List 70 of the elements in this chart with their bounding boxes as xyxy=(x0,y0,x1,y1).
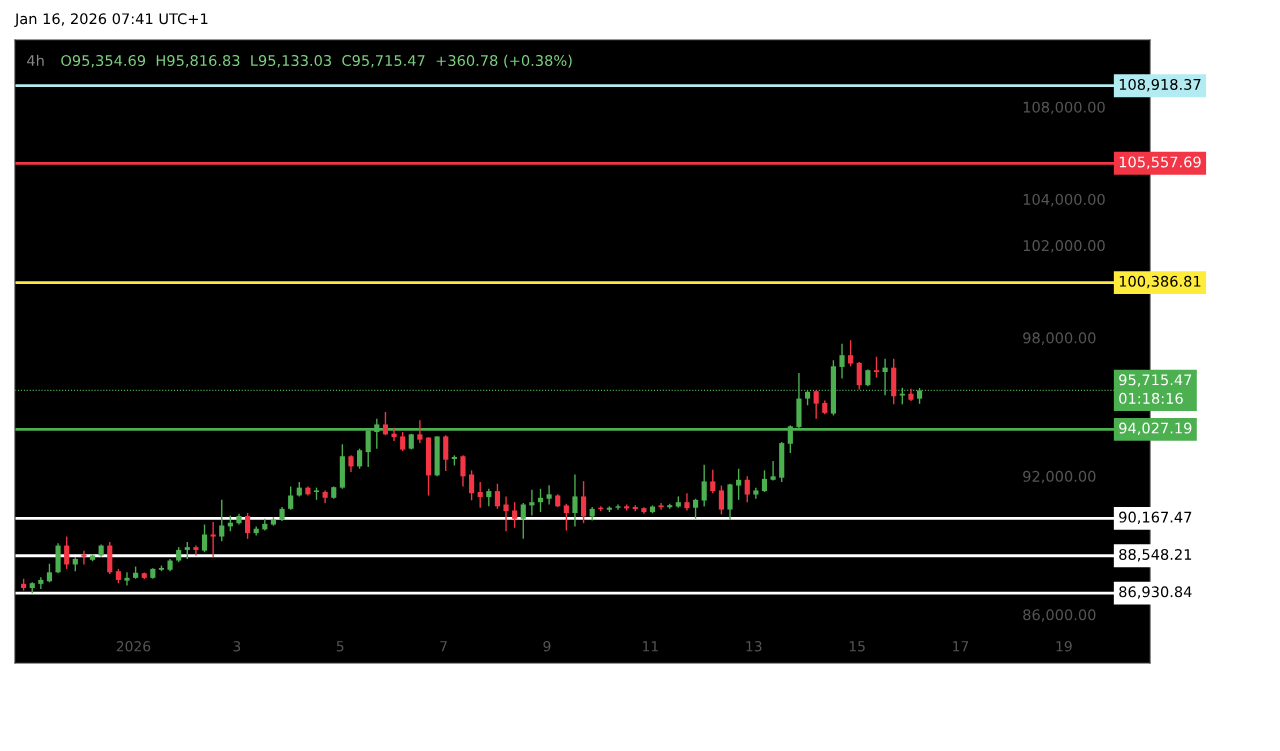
candlestick xyxy=(658,502,664,511)
x-tick-label: 15 xyxy=(849,641,865,652)
annotation: O95,354.69 H95,816.83 L95,133.03 C95,715.47 +360.78 (+0.38%) xyxy=(61,54,572,68)
candlestick xyxy=(563,503,569,532)
x-tick-label: 11 xyxy=(643,641,658,652)
candlestick xyxy=(856,361,862,391)
candlestick xyxy=(718,484,724,516)
candlestick xyxy=(81,549,87,566)
candlestick xyxy=(382,411,389,436)
x-tick-label: 2026 xyxy=(116,641,151,652)
candlestick xyxy=(813,389,819,420)
candlestick xyxy=(848,339,854,367)
candlestick xyxy=(38,576,44,590)
candlestick xyxy=(580,480,587,524)
candlestick xyxy=(201,523,208,553)
x-tick-label: 7 xyxy=(440,641,447,652)
x-tick-label: 19 xyxy=(1056,641,1072,652)
candlestick xyxy=(873,356,880,379)
candlestick xyxy=(460,454,466,488)
candlestick xyxy=(357,447,363,470)
y-tick-label: 102,000.00 xyxy=(1023,240,1105,253)
ref-line-label: 95,715.47 01:18:16 xyxy=(1119,374,1192,404)
candlestick xyxy=(477,481,483,509)
text: 4h xyxy=(27,54,44,66)
x-tick-label: 3 xyxy=(233,641,241,652)
ref-line-label: 105,557.69 xyxy=(1119,156,1201,169)
y-tick-label: 86,000.00 xyxy=(1023,609,1096,622)
candlestick xyxy=(503,495,509,532)
candlestick xyxy=(572,473,578,528)
y-tick-label: 98,000.00 xyxy=(1023,332,1096,345)
ref-line-label: 100,386.81 xyxy=(1119,275,1201,289)
candlestick xyxy=(701,464,707,508)
ref-line-label: 88,548.21 xyxy=(1119,548,1192,562)
candlestick xyxy=(839,342,845,380)
ref-line-label: 94,027.19 xyxy=(1119,422,1192,436)
ref-line-label: 108,918.37 xyxy=(1119,78,1201,92)
candlestick xyxy=(288,485,294,511)
text: Jan 16, 2026 07:41 UTC+1 xyxy=(14,13,208,27)
candlestick xyxy=(736,468,742,501)
candlestick xyxy=(64,535,70,570)
candlestick xyxy=(400,431,406,452)
candlestick xyxy=(124,571,130,587)
candlestick xyxy=(684,492,690,512)
candlestick xyxy=(710,468,716,494)
x-tick-label: 17 xyxy=(953,641,969,652)
y-tick-label: 104,000.00 xyxy=(1023,193,1105,207)
candlestick xyxy=(219,499,225,542)
candlestick xyxy=(512,501,518,529)
candlestick xyxy=(744,475,750,503)
candlestick xyxy=(615,503,621,511)
candlestick xyxy=(391,426,397,442)
ref-line-label: 90,167.47 xyxy=(1119,511,1192,525)
candlestick xyxy=(210,521,216,558)
candlestick xyxy=(417,419,423,444)
candlestick xyxy=(245,512,251,540)
candlestick xyxy=(486,488,492,508)
candlestick xyxy=(469,469,475,502)
candlestick xyxy=(546,484,552,506)
y-tick-label: 108,000.00 xyxy=(1023,101,1105,115)
candlestick xyxy=(692,498,699,520)
candlestick xyxy=(443,434,449,472)
candlestick xyxy=(46,563,53,583)
ref-line-label: 86,930.84 xyxy=(1119,586,1192,599)
y-tick-label: 92,000.00 xyxy=(1023,470,1096,484)
x-tick-label: 13 xyxy=(746,641,762,652)
candlestick xyxy=(494,483,501,510)
candlestick xyxy=(761,469,768,493)
x-tick-label: 9 xyxy=(543,641,551,652)
x-tick-label: 5 xyxy=(336,641,344,652)
candlestick xyxy=(520,502,526,540)
